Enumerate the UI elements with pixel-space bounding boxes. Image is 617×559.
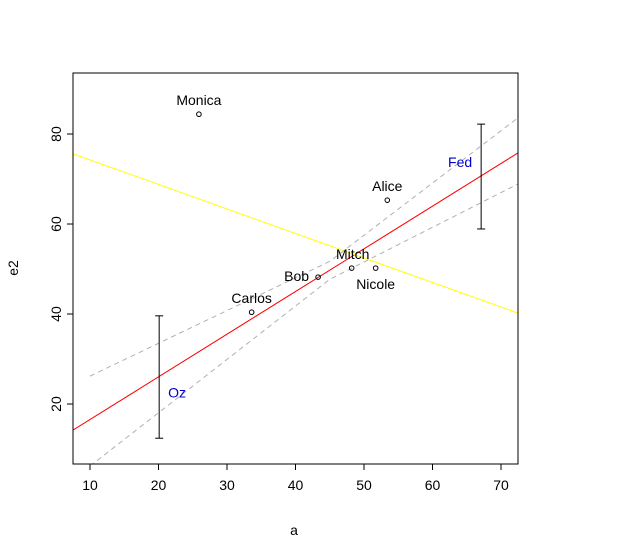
point: [348, 265, 355, 271]
plot-frame: [72, 72, 519, 465]
x-tick-label: 70: [493, 477, 509, 493]
point-label: Mitch: [336, 246, 369, 262]
y-tick-label: 20: [48, 396, 64, 412]
point: [315, 274, 321, 280]
x-tick-label: 40: [288, 477, 304, 493]
point-label: Bob: [284, 268, 309, 284]
point: [384, 197, 391, 203]
y-tick-label: 40: [48, 306, 64, 322]
point: [196, 111, 202, 118]
error-label: Oz: [168, 385, 186, 401]
fit-line: [91, 183, 518, 464]
error-label: Fed: [448, 154, 472, 170]
x-axis-label: a: [290, 522, 298, 538]
point-label: Alice: [372, 178, 403, 194]
x-tick-label: 10: [82, 477, 98, 493]
y-tick-label: 60: [48, 216, 64, 232]
x-tick-label: 20: [151, 477, 167, 493]
fit-line: [73, 152, 518, 431]
y-axis-label: e2: [5, 260, 21, 276]
y-tick-label: 80: [48, 126, 64, 142]
point: [248, 309, 255, 316]
x-tick-label: 60: [425, 477, 441, 493]
point-label: Monica: [176, 92, 221, 108]
x-tick-label: 50: [356, 477, 372, 493]
x-tick-label: 30: [219, 477, 235, 493]
point-label: Nicole: [356, 276, 395, 292]
point-label: Carlos: [231, 290, 271, 306]
point: [372, 265, 379, 271]
fit-line: [89, 117, 518, 377]
fit-line: [73, 153, 518, 314]
